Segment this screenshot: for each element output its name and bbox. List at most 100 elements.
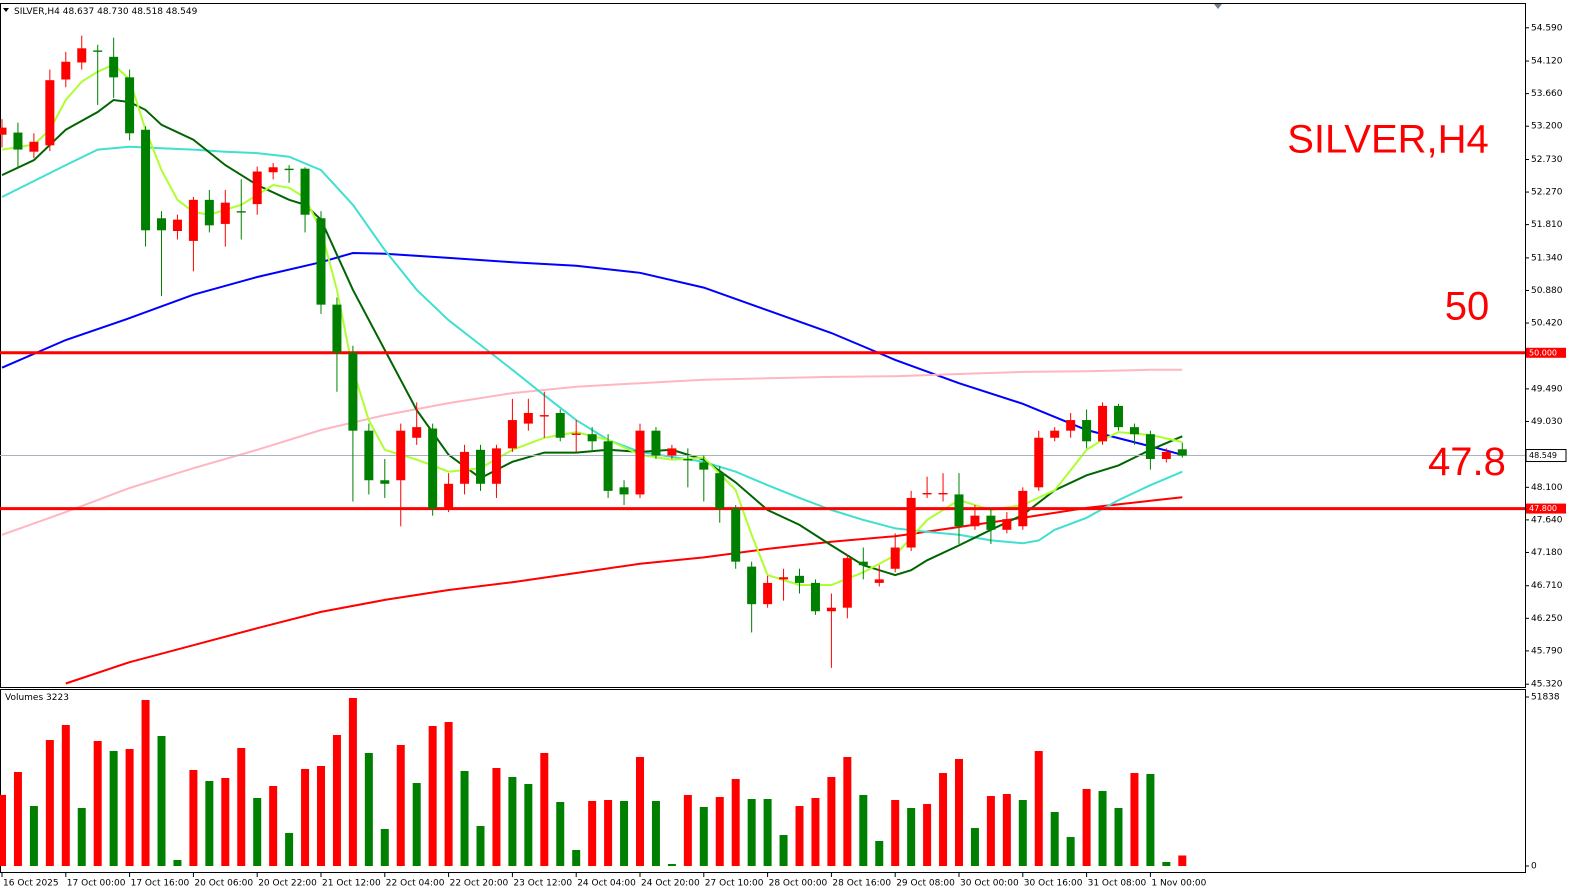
volume-bar bbox=[508, 776, 517, 867]
candle-body bbox=[220, 202, 230, 224]
volume-bar bbox=[556, 801, 565, 867]
level-tag bbox=[1526, 347, 1566, 358]
volume-bar bbox=[1082, 788, 1091, 867]
y-tick-label: 49.030 bbox=[1531, 417, 1563, 427]
y-tick-label: 45.790 bbox=[1531, 646, 1563, 656]
candle-body bbox=[172, 219, 182, 231]
x-tick-label: 27 Oct 10:00 bbox=[705, 879, 764, 889]
candle-body bbox=[77, 48, 87, 63]
y-tick-label: 51838 bbox=[1531, 692, 1560, 702]
volume-bar bbox=[667, 864, 676, 867]
y-tick-label: 50.420 bbox=[1531, 319, 1563, 329]
header: SILVER,H4 48.637 48.730 48.518 48.549 bbox=[14, 7, 198, 17]
volume-bar bbox=[476, 825, 485, 867]
low: 48.518 bbox=[131, 7, 163, 17]
price-plot bbox=[0, 35, 1525, 685]
volume-plot bbox=[0, 697, 1187, 867]
volume-bar bbox=[492, 767, 501, 867]
candle-body bbox=[890, 547, 900, 569]
x-tick-label: 30 Oct 16:00 bbox=[1024, 879, 1083, 889]
volume-bar bbox=[715, 797, 724, 867]
volume-bar bbox=[1098, 791, 1107, 867]
volume-bar bbox=[253, 797, 262, 867]
volume-bar bbox=[699, 806, 708, 867]
x-tick-label: 29 Oct 08:00 bbox=[896, 879, 955, 889]
candle-body bbox=[1098, 405, 1108, 442]
volume-bar bbox=[109, 751, 118, 867]
candle-body bbox=[699, 462, 709, 470]
last-volume: 3223 bbox=[46, 693, 69, 703]
volume-bar bbox=[396, 745, 405, 867]
menu-arrow[interactable] bbox=[3, 8, 9, 12]
y-tick-label: 54.120 bbox=[1531, 57, 1563, 67]
candle-body bbox=[731, 508, 741, 562]
volume-bar bbox=[731, 779, 740, 867]
volume-bar bbox=[77, 807, 86, 867]
volume-bar bbox=[1050, 812, 1059, 867]
candle-body bbox=[986, 515, 996, 530]
volume-bar bbox=[428, 725, 437, 867]
candle-body bbox=[1034, 437, 1044, 488]
symbol: SILVER,H4 bbox=[14, 7, 60, 17]
candle-body bbox=[667, 448, 677, 456]
candle-body bbox=[523, 412, 533, 424]
candle-body bbox=[826, 607, 836, 612]
volume-bar bbox=[811, 797, 820, 867]
level-tag-label: 50.000 bbox=[1529, 348, 1557, 357]
x-tick-label: 20 Oct 06:00 bbox=[194, 879, 253, 889]
x-tick-label: 24 Oct 04:00 bbox=[577, 879, 636, 889]
moving-average bbox=[1, 145, 1183, 545]
level-value: 50 bbox=[1445, 284, 1490, 328]
candle-body bbox=[1145, 434, 1155, 459]
x-tick-label: 30 Oct 00:00 bbox=[960, 879, 1019, 889]
y-tick-label: 45.320 bbox=[1531, 680, 1563, 690]
x-tick-label: 17 Oct 16:00 bbox=[131, 879, 190, 889]
volume-header: Volumes 3223 bbox=[5, 693, 69, 703]
volume-bar bbox=[301, 769, 310, 867]
volume-bar bbox=[13, 772, 22, 867]
candle-body bbox=[539, 415, 549, 417]
x-tick-label: 16 Oct 2025 bbox=[3, 879, 59, 889]
x-tick-label: 1 Nov 00:00 bbox=[1151, 879, 1206, 889]
volume-bar bbox=[540, 752, 549, 867]
x-tick-label: 21 Oct 12:00 bbox=[322, 879, 381, 889]
candle-body bbox=[795, 575, 804, 583]
candle-body bbox=[460, 451, 470, 484]
volume-bar bbox=[875, 840, 884, 867]
moving-average bbox=[65, 496, 1183, 685]
volume-bar bbox=[604, 800, 613, 867]
y-tick-label: 50.880 bbox=[1531, 286, 1563, 296]
candle-body bbox=[268, 167, 278, 173]
volume-bar bbox=[1066, 837, 1075, 867]
volume-bar bbox=[572, 849, 581, 867]
candle-body bbox=[476, 449, 485, 484]
candle-body bbox=[906, 497, 916, 548]
y-tick-label: 53.660 bbox=[1531, 89, 1563, 99]
volume-bar bbox=[620, 800, 629, 867]
volume-bar bbox=[843, 757, 852, 867]
candle-body bbox=[364, 430, 374, 481]
volume-bar bbox=[173, 860, 182, 867]
candle-body bbox=[1177, 449, 1187, 456]
moving-average bbox=[1, 251, 1183, 456]
volume-bar bbox=[348, 697, 357, 867]
y-tick-label: 54.590 bbox=[1531, 23, 1563, 33]
candle-body bbox=[252, 171, 262, 205]
moving-average bbox=[1, 98, 1183, 577]
shift-marker bbox=[1214, 4, 1222, 9]
candle-body bbox=[1082, 420, 1092, 442]
high: 48.730 bbox=[97, 7, 129, 17]
volume-bar bbox=[61, 725, 70, 867]
candle-body bbox=[412, 427, 422, 438]
x-tick-label: 31 Oct 08:00 bbox=[1088, 879, 1147, 889]
candle-body bbox=[938, 492, 948, 495]
volume-bar bbox=[1018, 800, 1027, 867]
volume-bar bbox=[1114, 807, 1123, 867]
candle-body bbox=[635, 430, 645, 495]
last-price-label: 48.549 bbox=[1529, 451, 1557, 460]
candle-body bbox=[763, 582, 773, 605]
volume-bar bbox=[891, 800, 900, 867]
candle-body bbox=[1114, 405, 1123, 428]
candle-body bbox=[61, 61, 71, 80]
